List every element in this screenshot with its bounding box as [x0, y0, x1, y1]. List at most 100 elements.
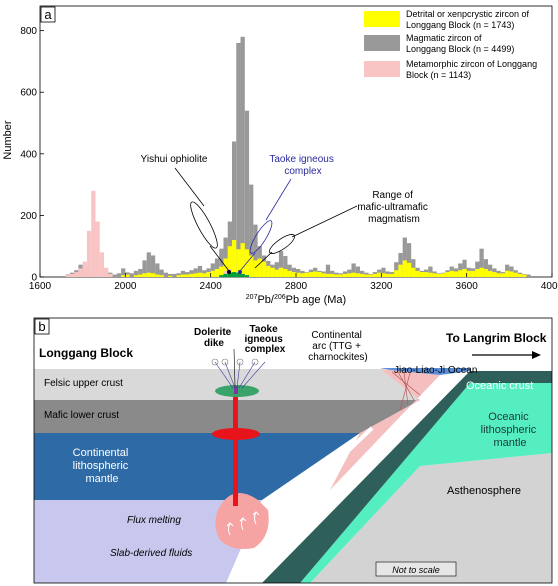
bar-series1-2880 — [313, 271, 318, 277]
bar-series1-2760 — [287, 270, 292, 277]
mantle-wedge — [34, 500, 262, 583]
bar-series2-1780 — [78, 268, 83, 277]
bar-series1-2740 — [283, 268, 288, 277]
legend-swatch-metamorphic — [364, 61, 400, 77]
bar-series2-1840 — [91, 190, 96, 277]
fluid-arrow-3 — [252, 511, 260, 525]
x-axis-label-mid: Pb/ — [257, 294, 274, 306]
bar-series1-2520 — [236, 249, 241, 277]
bar-series1-3500 — [445, 272, 450, 277]
y-tick-label-600: 600 — [20, 88, 37, 99]
bar-series2-1820 — [86, 230, 92, 277]
bar-series0-3580 — [462, 259, 467, 277]
bar-series1-3820 — [513, 272, 518, 277]
bar-series1-2200 — [168, 275, 173, 277]
arc-fluid-lines — [391, 371, 421, 411]
continental-mantle-line1: Continental — [73, 447, 129, 459]
bar-series3-2500 — [232, 272, 237, 277]
bar-series0-2300 — [189, 270, 194, 277]
continental-arc-line2: arc (TTG + — [312, 341, 361, 352]
annotation-range-line2: mafic-ultramafic — [357, 202, 428, 213]
leader-3 — [236, 361, 241, 389]
bar-series0-3300 — [402, 237, 407, 277]
bar-series1-2380 — [206, 272, 211, 277]
x-axis-label-tail: Pb age (Ma) — [286, 294, 347, 306]
continental-arc — [330, 369, 440, 490]
mafic-lower-crust-label: Mafic lower crust — [44, 410, 119, 421]
x-axis-label-sup2: 206 — [274, 294, 286, 301]
bar-series2-1740 — [69, 273, 75, 277]
bar-series0-2160 — [159, 269, 164, 277]
bar-series0-2020 — [129, 273, 134, 277]
continental-arc-line1: Continental — [311, 330, 362, 341]
bar-series1-1980 — [121, 275, 126, 277]
bar-series1-2980 — [334, 274, 339, 277]
bar-series1-3360 — [415, 270, 420, 277]
volcano-symbol-4 — [251, 358, 259, 366]
bar-series0-2520 — [236, 42, 241, 277]
bar-series1-3180 — [377, 272, 382, 277]
bar-series2-1760 — [74, 272, 79, 277]
bar-series0-2740 — [283, 256, 288, 277]
taoke-complex-label: Taoke igneous complex — [244, 324, 285, 355]
oceanic-mantle-line1: Oceanic — [488, 411, 529, 423]
subduction-arrow-shaft — [322, 426, 374, 476]
bar-series2-1920 — [108, 273, 113, 277]
not-to-scale-box — [375, 561, 457, 577]
legend-detrital-line2: Longgang Block (n = 1743) — [406, 20, 514, 30]
bar-series0-3260 — [394, 262, 399, 277]
taoke-leader — [265, 178, 292, 221]
bar-series2-1860 — [95, 221, 100, 277]
bar-series1-2660 — [266, 265, 271, 277]
continental-mantle-line2: lithospheric — [73, 460, 129, 472]
bar-series1-2580 — [249, 255, 254, 277]
taoke-complex-line3: complex — [245, 344, 286, 355]
bar-series0-2420 — [214, 258, 220, 277]
bar-series1-3320 — [406, 262, 412, 277]
bar-series1-3140 — [368, 274, 373, 277]
bar-series1-3680 — [483, 268, 488, 277]
y-tick-label-800: 800 — [20, 26, 37, 37]
bar-series1-2420 — [214, 268, 220, 277]
bar-series0-2080 — [142, 260, 147, 277]
y-tick-label-400: 400 — [20, 149, 37, 160]
x-tick-label-2800: 2800 — [285, 281, 308, 292]
oceanic-lithospheric-mantle-region — [300, 383, 552, 583]
bar-series1-2900 — [317, 272, 322, 277]
x-axis-label-sup1: 207 — [246, 294, 258, 301]
bar-series1-3380 — [419, 272, 424, 277]
bar-series1-3440 — [432, 273, 437, 277]
bar-series0-2720 — [278, 251, 284, 277]
dolerite-dike-conduit — [233, 388, 238, 506]
arc-line-1 — [391, 371, 421, 396]
bar-series1-3120 — [364, 274, 369, 277]
dolerite-dike-line2: dike — [204, 338, 224, 349]
bar-series0-2940 — [325, 264, 331, 277]
bar-series1-2440 — [219, 266, 224, 277]
histogram-bars — [65, 36, 531, 277]
bar-series0-2700 — [274, 262, 279, 277]
annotation-range: Range of mafic-ultramafic magmatism — [357, 190, 430, 225]
bar-series2-1720 — [65, 275, 70, 277]
yishui-marker — [227, 270, 231, 274]
bar-series0-2040 — [133, 270, 139, 277]
fluid-arrow-1 — [226, 522, 234, 536]
bar-series0-2320 — [193, 268, 198, 277]
annotation-taoke-line2: complex — [284, 166, 321, 177]
fluid-arrows — [226, 511, 260, 536]
dolerite-leader — [233, 348, 236, 387]
bar-series0-3680 — [483, 259, 488, 277]
felsic-upper-crust — [34, 369, 420, 400]
legend-detrital-line1: Detrital or xenpcrystic zircon of — [406, 9, 530, 19]
bar-series2-1880 — [99, 252, 104, 277]
bar-series0-2400 — [210, 263, 215, 277]
bar-series0-1980 — [121, 268, 126, 277]
bar-series0-2600 — [253, 224, 258, 277]
annotation-range-line1: Range of — [372, 190, 413, 201]
bar-series1-2400 — [210, 270, 215, 277]
bar-series1-3600 — [466, 270, 471, 277]
bar-series1-2680 — [270, 267, 275, 277]
legend-magmatic-line2: Longgang Block (n = 4499) — [406, 44, 514, 54]
bar-series1-3620 — [470, 270, 476, 277]
